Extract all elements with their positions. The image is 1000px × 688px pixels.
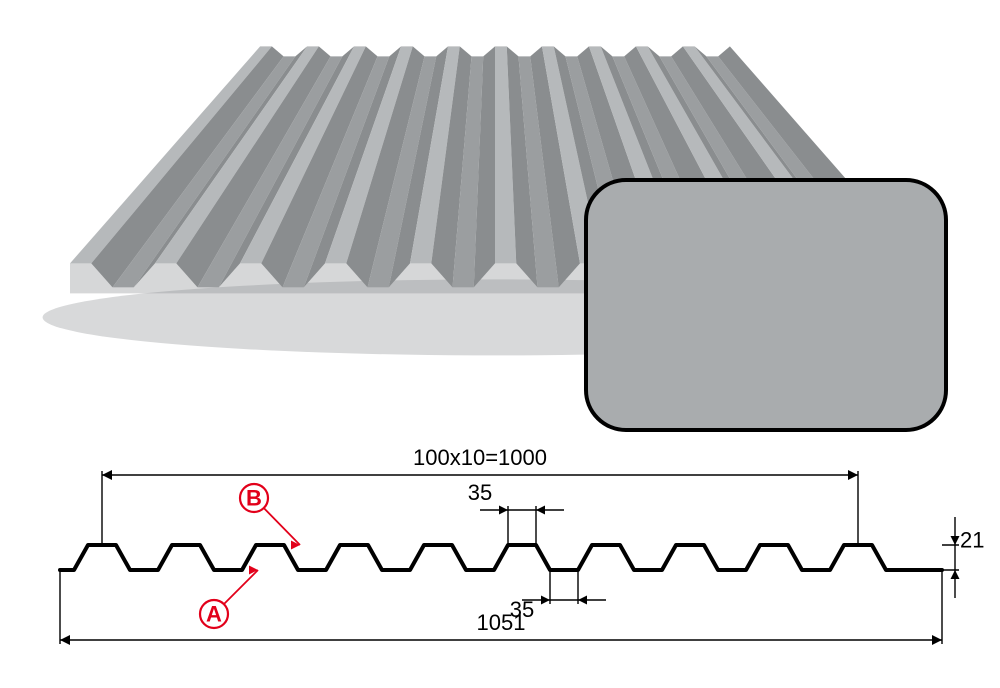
color-swatch	[586, 180, 946, 430]
dim-height-label: 21	[960, 527, 984, 552]
dim-trough-width-label: 35	[510, 597, 534, 622]
dim-crest-width-label: 35	[468, 480, 492, 505]
marker-a-label: A	[206, 602, 222, 627]
dim-top-overall-label: 100x10=1000	[413, 445, 547, 470]
marker-b-label: B	[246, 486, 262, 511]
product-figure: 100x10=10001051353521BA	[0, 0, 1000, 688]
